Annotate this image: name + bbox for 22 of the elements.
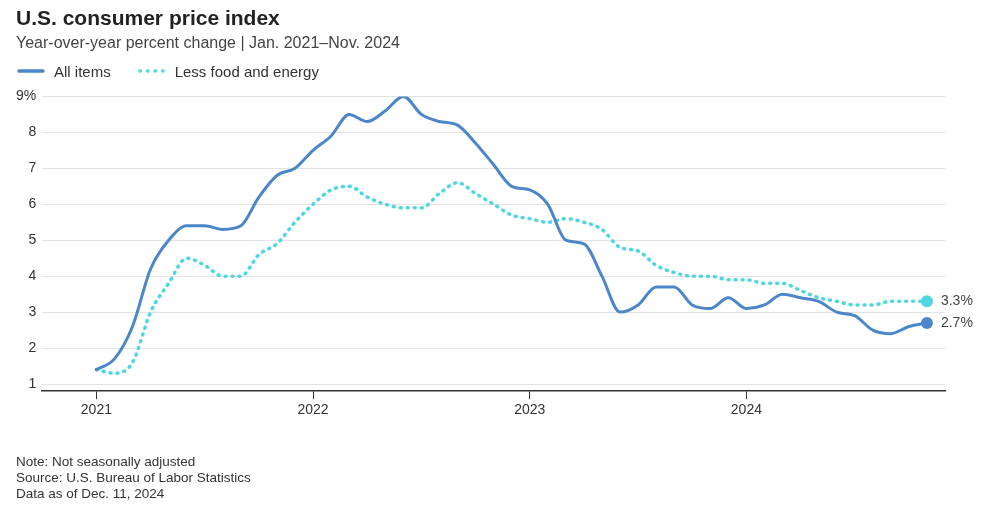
x-tick-label: 2022	[297, 401, 329, 418]
y-tick-label: 2	[28, 338, 37, 355]
y-tick-label: 7	[28, 159, 37, 176]
legend-label: Less food and energy	[174, 62, 319, 80]
y-tick-label: 4	[28, 267, 37, 284]
annotation: 3.3%	[940, 292, 973, 309]
x-tick-label: 2021	[80, 401, 113, 418]
legend-label: All items	[54, 62, 111, 80]
y-tick-label: 8	[28, 123, 37, 140]
y-tick-label: 6	[28, 195, 37, 212]
x-tick-label: 2023	[514, 401, 546, 418]
source-note: Source: U.S. Bureau of Labor Statistics	[16, 470, 251, 486]
y-tick-label: 9%	[16, 87, 37, 104]
y-tick-label: 5	[28, 231, 37, 248]
text: Note: Not seasonally adjusted	[16, 454, 197, 470]
y-tick-label: 3	[28, 302, 37, 319]
x-tick-label: 2024	[730, 401, 763, 418]
annotation: 2.7%	[940, 313, 973, 330]
y-tick-label: 1	[28, 374, 37, 391]
chart-title: U.S. consumer price index	[16, 5, 281, 30]
chart-subtitle: Year-over-year percent change | Jan. 2021–Nov. 2024	[16, 34, 401, 52]
text: Data as of Dec. 11, 2024	[16, 486, 166, 502]
